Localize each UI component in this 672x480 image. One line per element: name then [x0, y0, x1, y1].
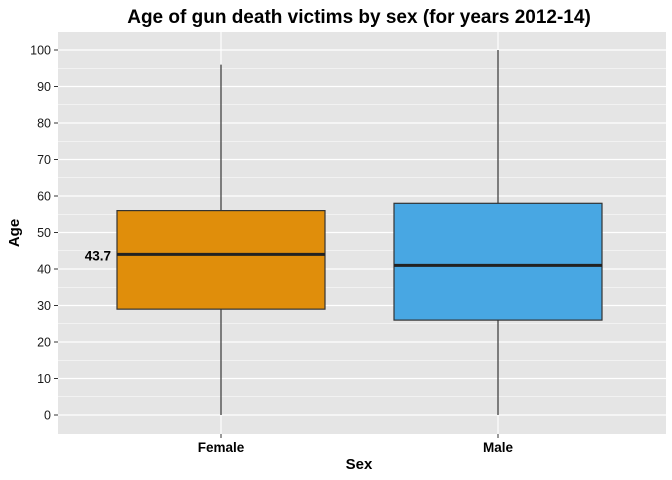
boxes-layer [116, 50, 603, 415]
y-tick-label: 30 [37, 299, 51, 313]
box-iqr [393, 202, 603, 321]
y-tick-label: 40 [37, 263, 51, 277]
y-tick-label: 80 [37, 117, 51, 131]
y-tick-label: 50 [37, 226, 51, 240]
y-axis: 0 10 20 30 40 50 60 70 80 90 100 [30, 44, 58, 423]
y-tick-label: 20 [37, 336, 51, 350]
x-tick-label: Male [483, 440, 514, 455]
mean-annotation: 43.7 [85, 248, 111, 263]
box-female [116, 64, 326, 415]
box-iqr [116, 210, 326, 310]
box-male [393, 50, 603, 415]
y-axis-title: Age [6, 219, 23, 247]
annotation-layer: 43.7 [85, 248, 111, 263]
x-tick-label: Female [198, 440, 245, 455]
y-tick-label: 90 [37, 80, 51, 94]
y-tick-label: 10 [37, 372, 51, 386]
x-axis: Female Male [198, 434, 514, 455]
y-tick-label: 100 [30, 44, 51, 58]
y-tick-label: 70 [37, 153, 51, 167]
y-tick-label: 0 [44, 409, 51, 423]
y-tick-label: 60 [37, 190, 51, 204]
x-axis-title: Sex [346, 456, 373, 473]
chart-title: Age of gun death victims by sex (for yea… [127, 7, 591, 28]
